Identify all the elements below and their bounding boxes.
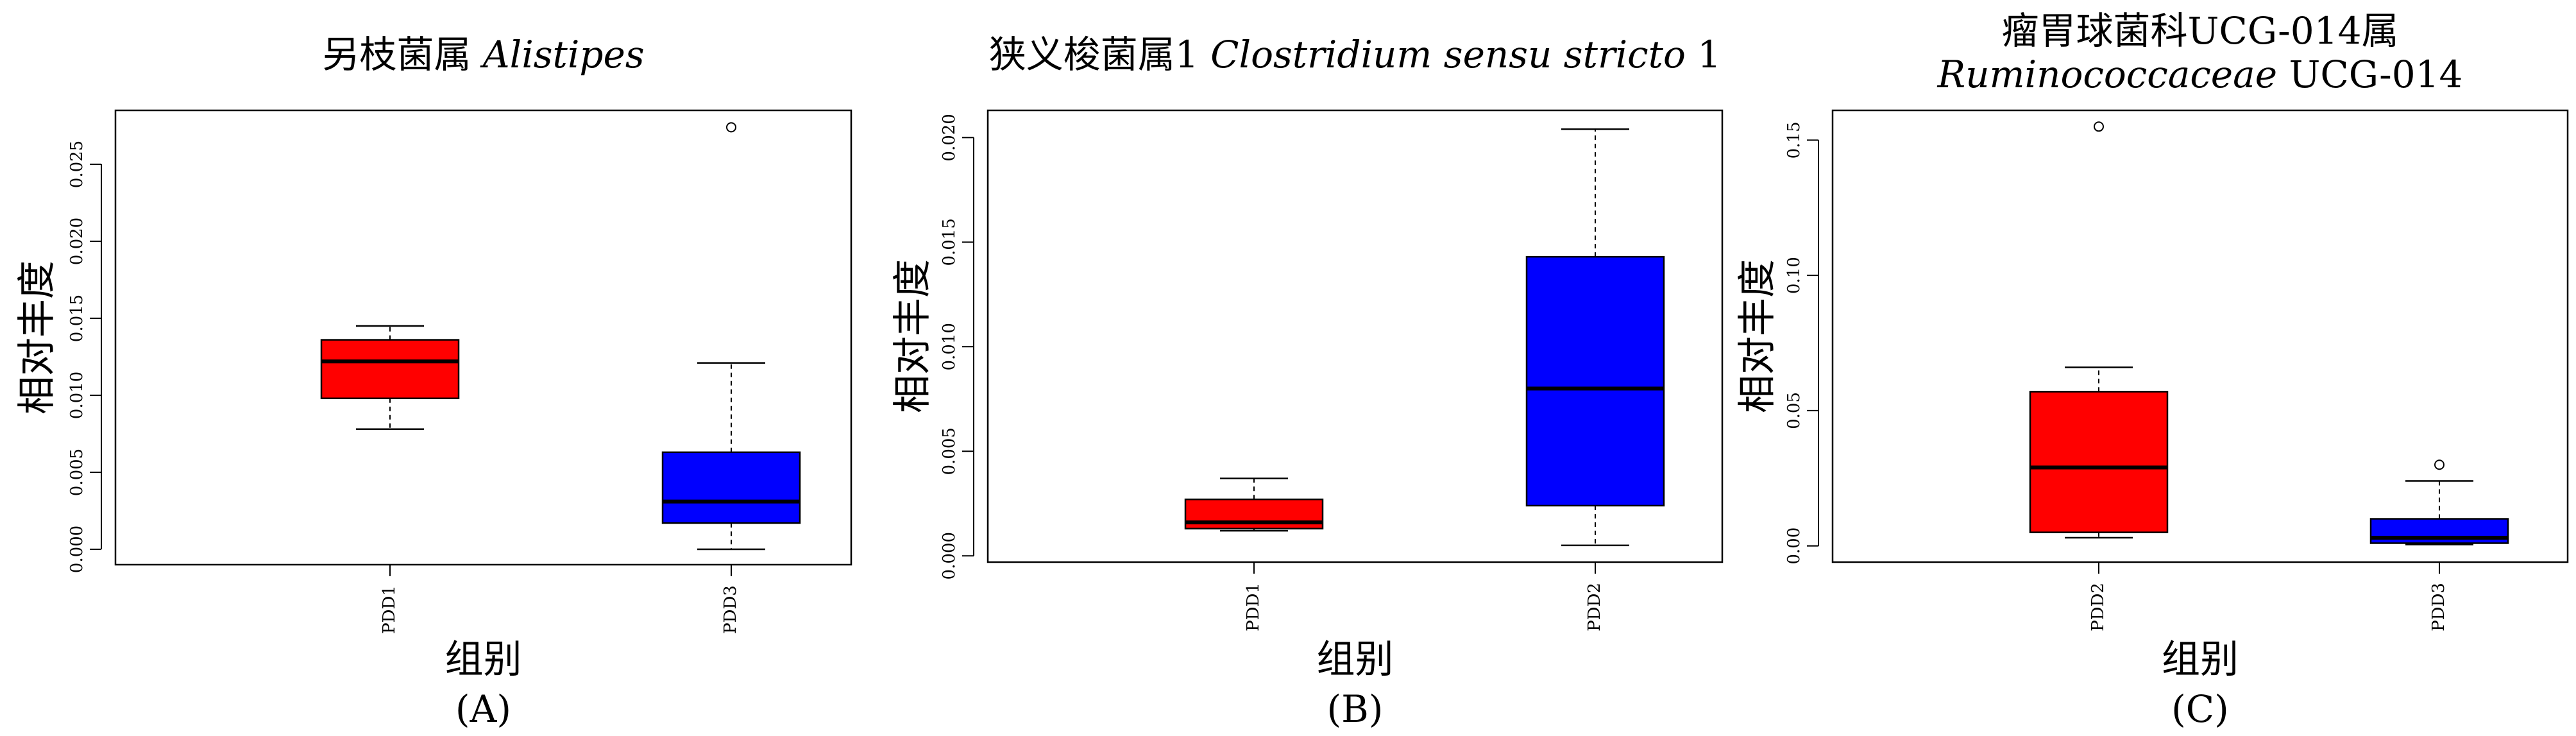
box-pdd3: PDD3	[661, 122, 801, 634]
y-axis-label: 相对丰度	[15, 261, 60, 415]
chart-title-line-1: 瘤胃球菌科UCG-014属	[2002, 9, 2399, 53]
y-tick-label: 0.000	[940, 532, 959, 579]
box-pdd1: PDD1	[1184, 477, 1324, 631]
chart-title-line-1: 狭义梭菌属1 Clostridium sensu stricto 1	[989, 33, 1721, 76]
y-tick-label: 0.005	[67, 449, 87, 496]
panel-label: (C)	[2171, 687, 2229, 731]
y-tick-label: 0.10	[1784, 257, 1804, 294]
outlier-point	[726, 122, 736, 133]
box-pdd3: PDD3	[2369, 459, 2509, 631]
title-italic-segment: Clostridium sensu stricto	[1210, 33, 1686, 76]
title-segment: 瘤胃球菌科UCG-014属	[2002, 9, 2399, 53]
box-pdd2: PDD2	[1525, 128, 1665, 631]
y-tick-label: 0.020	[67, 218, 87, 265]
y-tick-label: 0.015	[67, 295, 87, 342]
y-tick-label: 0.025	[67, 141, 87, 188]
title-segment: 1	[1686, 33, 1721, 76]
chart-title-line-1: 另枝菌属 Alistipes	[322, 33, 644, 76]
y-tick-label: 0.05	[1784, 392, 1804, 429]
y-tick-label: 0.015	[940, 218, 959, 266]
title-segment: 狭义梭菌属1	[989, 33, 1210, 76]
box-pdd2: PDD2	[2029, 121, 2169, 631]
y-tick-label: 0.020	[940, 114, 959, 161]
y-tick-label: 0.010	[67, 372, 87, 419]
y-tick-label: 0.00	[1784, 527, 1804, 565]
y-tick-label: 0.000	[67, 526, 87, 573]
panel-label: (B)	[1327, 687, 1384, 731]
y-axis-label: 相对丰度	[1735, 259, 1780, 413]
box-iqr	[661, 451, 801, 524]
box-iqr	[320, 339, 460, 400]
title-italic-segment: Ruminococcaceae	[1937, 53, 2278, 96]
panel-b: 狭义梭菌属1 Clostridium sensu stricto 1 0.000 0…	[890, 33, 1724, 731]
x-category-label: PDD1	[380, 585, 399, 634]
x-axis-label: 组别	[445, 637, 522, 682]
y-tick-label: 0.15	[1784, 121, 1804, 158]
title-italic-segment: Alistipes	[480, 33, 645, 76]
plot-frame	[987, 109, 1724, 563]
x-category-label: PDD1	[1244, 583, 1263, 631]
box-pdd1: PDD1	[320, 325, 460, 634]
x-category-label: PDD3	[2429, 583, 2448, 631]
y-tick-label: 0.005	[940, 427, 959, 475]
x-axis-label: 组别	[1317, 637, 1394, 682]
chart-title-line-2: Ruminococcaceae UCG-014	[1937, 53, 2463, 96]
plot-frame	[114, 109, 852, 566]
y-axis-label: 相对丰度	[890, 259, 935, 413]
title-segment: UCG-014	[2277, 53, 2462, 96]
box-iqr	[2029, 391, 2169, 533]
outlier-point	[2434, 459, 2445, 470]
x-category-label: PDD2	[2089, 583, 2108, 631]
box-iqr	[1525, 255, 1665, 507]
x-axis-label: 组别	[2162, 637, 2239, 682]
y-tick-label: 0.010	[940, 323, 959, 370]
x-category-label: PDD3	[721, 585, 740, 634]
x-category-label: PDD2	[1585, 583, 1604, 631]
outlier-point	[2094, 121, 2104, 132]
panel-label: (A)	[455, 687, 511, 731]
panel-a: 另枝菌属 Alistipes 0.000 0.005 0.010 0.015 0.020 0…	[15, 33, 852, 731]
title-segment: 另枝菌属	[322, 33, 482, 76]
plot-frame	[1831, 109, 2569, 563]
